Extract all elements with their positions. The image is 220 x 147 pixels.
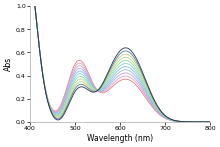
Y-axis label: Abs: Abs bbox=[4, 57, 13, 71]
X-axis label: Wavelength (nm): Wavelength (nm) bbox=[87, 134, 153, 143]
